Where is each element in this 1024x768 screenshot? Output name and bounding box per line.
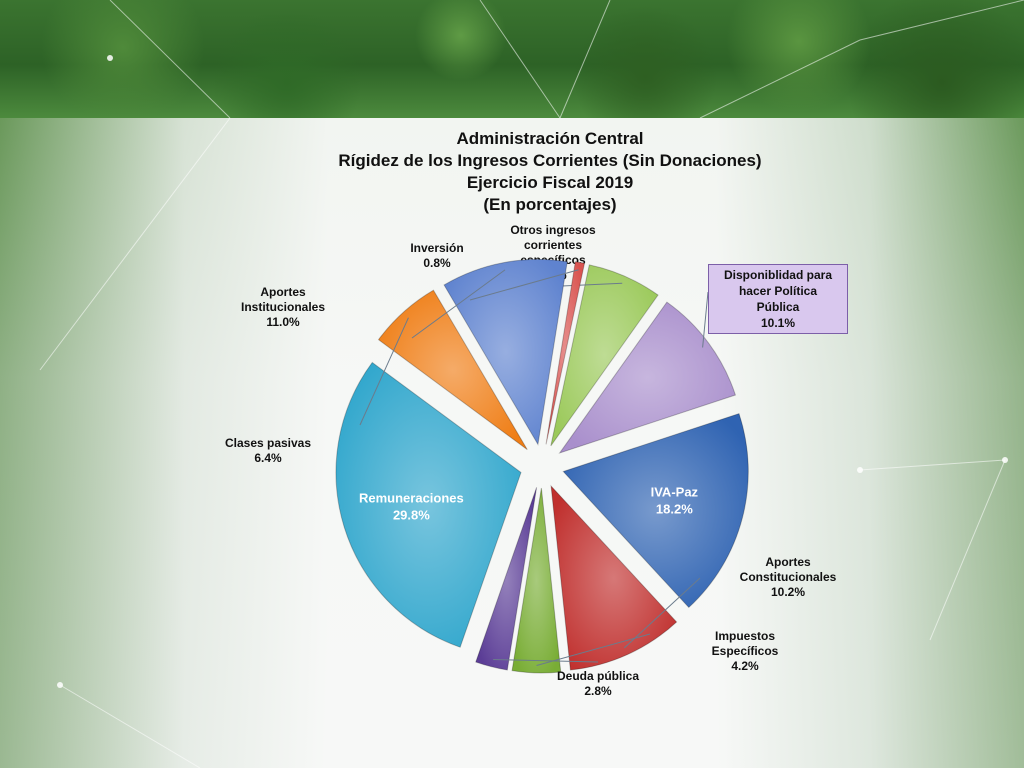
pie-slice (545, 261, 586, 445)
slice-label: Remuneraciones (359, 490, 464, 505)
pie-slice (475, 487, 538, 671)
title-line-4: (En porcentajes) (483, 195, 617, 214)
leader-line (469, 269, 579, 301)
pie-slice (550, 484, 678, 671)
slice-label: Específicos (712, 644, 779, 658)
slice-value-label: 11.0% (266, 315, 300, 329)
slice-label: IVA-Paz (651, 484, 699, 499)
slice-label: Impuestos (715, 629, 775, 643)
slice-label: Inversión (410, 241, 463, 255)
slice-value-label: 4.2% (731, 659, 759, 673)
callout-line-2: hacer Política (738, 284, 818, 298)
slice-label: Deuda pública (557, 669, 639, 683)
slice-label: Aportes (260, 285, 306, 299)
slice-label: Aportes (765, 555, 811, 569)
leader-line (623, 577, 701, 649)
pie-slice (335, 361, 522, 648)
pie-slice (550, 264, 659, 447)
slice-value-label: 18.2% (656, 501, 693, 516)
slice-label: Institucionales (241, 300, 325, 314)
title-line-2: Rígidez de los Ingresos Corrientes (Sin … (338, 151, 762, 170)
leader-line (702, 291, 709, 348)
chart-title: Administración Central Rígidez de los In… (250, 128, 850, 216)
slice-label: corrientes (524, 238, 582, 252)
callout-line-3: Pública (756, 300, 800, 314)
slice-value-label: 2.8% (584, 684, 612, 698)
leader-line (493, 659, 599, 663)
title-line-1: Administración Central (456, 129, 644, 148)
slice-value-label: 6.4% (254, 451, 282, 465)
title-line-3: Ejercicio Fiscal 2019 (466, 173, 634, 192)
slice-label: Constitucionales (740, 570, 837, 584)
slice-label: Clases pasivas (225, 436, 311, 450)
leader-line (359, 317, 409, 426)
pie-slice (558, 301, 737, 454)
pie-slice (443, 258, 568, 446)
pie-slice (562, 412, 749, 609)
callout-disponiblidad: Disponiblidad para hacer Política Públic… (708, 264, 848, 334)
slice-value-label: 29.8% (393, 507, 430, 522)
pie-slice (377, 289, 528, 451)
callout-value: 10.1% (760, 316, 796, 330)
callout-line-1: Disponiblidad para (723, 268, 832, 282)
pie-slice (511, 487, 562, 674)
slice-value-label: 0.8% (423, 256, 451, 270)
slice-value-label: 10.2% (771, 585, 805, 599)
slice-label: Otros ingresos (510, 223, 596, 237)
leader-line (411, 269, 506, 339)
leader-line (536, 633, 651, 667)
